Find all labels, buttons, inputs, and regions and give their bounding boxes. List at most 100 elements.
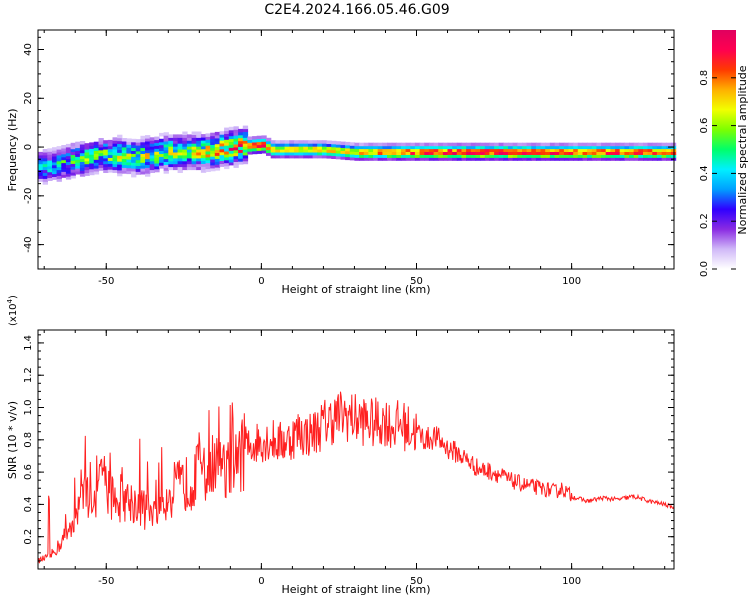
spectrogram-cell: [661, 151, 667, 155]
spectrogram-cell: [93, 150, 100, 154]
spectrogram-cell: [568, 154, 574, 158]
spectrogram-cell: [563, 154, 570, 158]
spectrogram-cell: [484, 148, 491, 152]
spectrogram-cell: [433, 157, 439, 161]
spectrogram-cell: [424, 142, 430, 147]
spectrogram-cell: [173, 157, 179, 162]
spectrogram-cell: [149, 157, 155, 162]
spectrogram-cell: [331, 152, 337, 156]
spectrogram-cell: [56, 149, 62, 153]
spectrogram-cell: [289, 140, 295, 144]
spectrogram-cell: [563, 157, 570, 161]
spectrogram-cell: [233, 143, 239, 148]
spectrogram-cell: [317, 154, 323, 159]
spectrogram-cell: [242, 157, 249, 162]
spectrogram-cell: [65, 143, 72, 148]
spectrogram-cell: [517, 142, 523, 147]
spectrogram-cell: [52, 164, 58, 169]
spectrogram-cell: [47, 177, 53, 181]
spectrogram-cell: [503, 145, 509, 150]
spectrogram-cell: [605, 151, 611, 155]
spectrogram-cell: [582, 142, 588, 147]
spectrogram-cell: [363, 148, 370, 152]
spectrogram-cell: [601, 145, 607, 150]
spectrogram-cell: [117, 146, 123, 150]
y-tick-label: 1.4: [23, 335, 34, 351]
spectrogram-cell: [475, 151, 481, 155]
spectrogram-cell: [121, 146, 128, 151]
spectrogram-cell: [47, 171, 53, 176]
spectrogram-cell: [535, 148, 542, 152]
spectrogram-cell: [549, 151, 556, 155]
spectrogram-cell: [103, 169, 109, 173]
spectrogram-cell: [619, 145, 625, 150]
spectrogram-cell: [145, 149, 151, 154]
snr-frame: [37, 329, 675, 570]
spectrogram-cell: [629, 142, 635, 147]
spectrogram-cell: [121, 167, 128, 171]
spectrogram-cell: [168, 151, 174, 156]
spectrogram-cell: [387, 148, 393, 152]
spectrogram-cell: [228, 150, 235, 154]
spectrogram-cell: [177, 137, 183, 141]
spectrogram-cell: [456, 142, 463, 147]
spectrogram-cell: [61, 159, 67, 164]
spectrogram-cell: [70, 163, 76, 167]
spectrogram-cell: [638, 142, 644, 147]
spectrogram-cell: [140, 162, 146, 166]
spectrogram-cell: [517, 154, 523, 158]
spectrogram-cell: [470, 154, 477, 158]
spectrogram-cell: [42, 149, 48, 153]
spectrogram-cell: [666, 157, 672, 161]
spectrogram-cell: [303, 143, 309, 147]
spectrogram-cell: [605, 148, 611, 152]
spectrogram-cell: [270, 140, 276, 144]
spectrogram-cell: [540, 148, 546, 152]
spectrogram-cell: [42, 181, 48, 185]
spectrogram-cell: [47, 157, 53, 161]
spectrogram-cell: [419, 157, 425, 161]
spectrogram-cell: [52, 153, 58, 157]
spectrogram-cell: [280, 140, 286, 144]
spectrogram-cell: [112, 160, 118, 165]
spectrogram-cell: [368, 148, 374, 152]
spectrogram-cell: [149, 140, 155, 144]
spectrogram-cell: [363, 145, 370, 150]
spectrogram-cell: [126, 153, 132, 157]
spectrogram-cell: [145, 167, 151, 171]
spectrogram-cell: [396, 148, 402, 152]
spectrogram-cell: [154, 142, 160, 146]
spectrogram-cell: [196, 163, 202, 168]
spectrogram-cell: [549, 142, 556, 147]
spectrogram-cell: [233, 155, 239, 160]
spectrogram-cell: [131, 150, 137, 154]
spectrogram-cell: [242, 140, 249, 144]
spectrogram-cell: [47, 148, 53, 152]
spectrogram-cell: [145, 173, 151, 177]
spectrogram-cell: [401, 154, 407, 158]
spectrogram-cell: [121, 170, 128, 174]
spectrogram-cell: [508, 151, 514, 155]
spectrogram-cell: [610, 151, 616, 155]
spectrogram-cell: [284, 149, 290, 153]
spectrogram-cell: [466, 154, 472, 158]
spectrogram-cell: [191, 151, 197, 156]
spectrogram-cell: [214, 140, 221, 145]
spectrogram-cell: [56, 178, 62, 182]
spectrogram-cell: [177, 166, 183, 171]
spectrogram-cell: [117, 140, 123, 145]
spectrogram-cell: [75, 159, 81, 163]
spectrogram-cell: [163, 149, 169, 154]
spectrogram-cell: [387, 145, 393, 150]
spectrogram-cell: [419, 142, 425, 147]
spectrogram-cell: [526, 142, 532, 147]
spectrogram-cell: [359, 157, 365, 161]
spectrogram-cell: [177, 146, 183, 150]
spectrogram-cell: [38, 166, 44, 171]
spectrogram-cell: [563, 142, 570, 147]
spectrogram-cell: [191, 160, 197, 165]
spectrogram-cell: [475, 154, 481, 158]
spectrogram-cell: [75, 150, 81, 154]
spectrogram-cell: [168, 140, 174, 144]
spectrogram-cell: [210, 161, 216, 166]
